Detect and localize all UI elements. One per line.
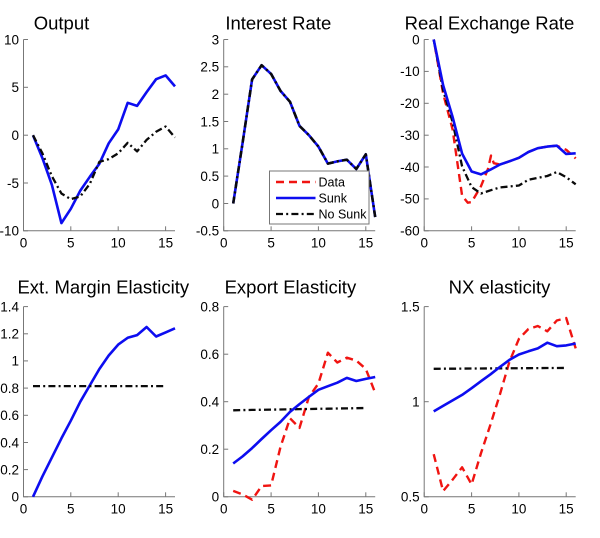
svg-text:0.6: 0.6: [200, 347, 219, 362]
svg-text:Real Exchange Rate: Real Exchange Rate: [405, 12, 575, 33]
svg-text:0: 0: [420, 236, 428, 251]
svg-text:5: 5: [267, 236, 275, 251]
svg-text:-10: -10: [400, 64, 420, 79]
svg-text:0: 0: [11, 128, 19, 143]
svg-text:1.5: 1.5: [200, 114, 219, 129]
svg-text:Sunk: Sunk: [319, 192, 348, 206]
svg-text:Ext. Margin Elasticity: Ext. Margin Elasticity: [17, 277, 189, 298]
svg-text:15: 15: [559, 502, 574, 517]
svg-text:-20: -20: [400, 96, 420, 111]
svg-text:-50: -50: [400, 192, 420, 207]
svg-text:2.5: 2.5: [200, 60, 219, 75]
svg-text:5: 5: [67, 236, 75, 251]
svg-text:0.2: 0.2: [200, 442, 219, 457]
svg-text:15: 15: [158, 502, 173, 517]
svg-text:10: 10: [111, 236, 126, 251]
svg-text:15: 15: [358, 502, 373, 517]
svg-text:NX elasticity: NX elasticity: [449, 277, 552, 298]
svg-text:0: 0: [412, 32, 420, 47]
svg-text:0.4: 0.4: [200, 395, 219, 410]
svg-text:2: 2: [212, 87, 220, 102]
svg-text:0: 0: [20, 502, 28, 517]
svg-text:0.8: 0.8: [200, 299, 219, 314]
svg-text:-40: -40: [400, 160, 420, 175]
svg-text:1.2: 1.2: [0, 327, 19, 342]
svg-text:0.8: 0.8: [0, 381, 19, 396]
svg-text:0: 0: [220, 502, 228, 517]
svg-text:0: 0: [20, 236, 28, 251]
svg-text:-0.5: -0.5: [196, 224, 219, 239]
svg-text:1: 1: [11, 354, 19, 369]
svg-text:15: 15: [358, 236, 373, 251]
svg-text:0: 0: [212, 490, 220, 505]
svg-text:10: 10: [4, 32, 19, 47]
svg-text:5: 5: [468, 502, 476, 517]
svg-text:0: 0: [420, 502, 428, 517]
svg-text:Interest Rate: Interest Rate: [225, 12, 331, 33]
svg-text:1: 1: [212, 142, 220, 157]
svg-text:0.6: 0.6: [0, 408, 19, 423]
svg-text:0: 0: [220, 236, 228, 251]
svg-text:5: 5: [11, 80, 19, 95]
svg-text:-10: -10: [0, 224, 19, 239]
svg-text:-30: -30: [400, 128, 420, 143]
svg-text:Export Elasticity: Export Elasticity: [225, 277, 357, 298]
svg-text:1.4: 1.4: [0, 299, 19, 314]
svg-text:10: 10: [311, 236, 326, 251]
svg-text:1: 1: [412, 395, 420, 410]
svg-text:1.5: 1.5: [401, 299, 420, 314]
svg-text:0.2: 0.2: [0, 462, 19, 477]
svg-text:10: 10: [311, 502, 326, 517]
svg-text:-60: -60: [400, 224, 420, 239]
svg-text:0.4: 0.4: [0, 435, 19, 450]
svg-text:10: 10: [511, 236, 526, 251]
svg-text:0: 0: [11, 490, 19, 505]
svg-text:5: 5: [67, 502, 75, 517]
svg-text:0.5: 0.5: [401, 490, 420, 505]
svg-text:5: 5: [468, 236, 476, 251]
svg-text:Data: Data: [319, 176, 345, 190]
svg-text:5: 5: [267, 502, 275, 517]
svg-text:-5: -5: [7, 176, 19, 191]
svg-text:Output: Output: [34, 12, 90, 33]
svg-text:No Sunk: No Sunk: [319, 208, 368, 222]
svg-text:10: 10: [111, 502, 126, 517]
svg-text:10: 10: [511, 502, 526, 517]
svg-text:0: 0: [212, 196, 220, 211]
svg-text:0.5: 0.5: [200, 169, 219, 184]
svg-text:3: 3: [212, 32, 220, 47]
svg-text:15: 15: [158, 236, 173, 251]
svg-text:15: 15: [559, 236, 574, 251]
